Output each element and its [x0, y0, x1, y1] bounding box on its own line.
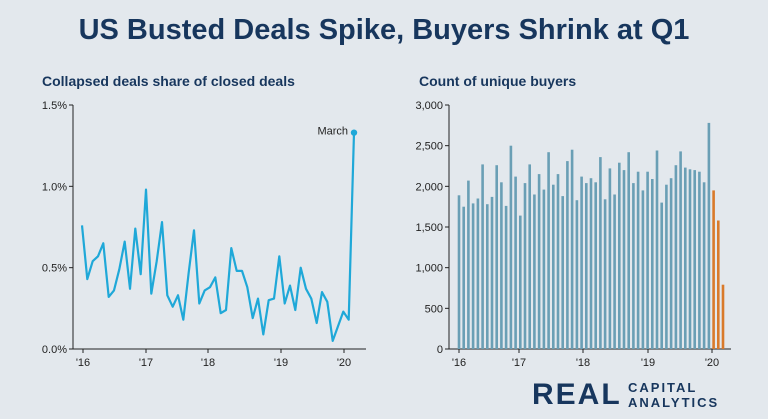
- logo-line-analytics: ANALYTICS: [628, 395, 720, 410]
- bar: [566, 161, 569, 349]
- y-tick-label: 0.5%: [42, 263, 67, 275]
- x-tick-label: '20: [705, 357, 719, 369]
- x-tick-label: '17: [139, 357, 153, 369]
- bar: [589, 178, 593, 349]
- x-tick-label: '19: [274, 357, 288, 369]
- bar: [651, 179, 654, 349]
- bar: [641, 190, 645, 349]
- x-tick-label: '17: [512, 357, 526, 369]
- bar: [481, 164, 484, 349]
- bar: [533, 194, 536, 349]
- y-tick-label: 1.0%: [42, 181, 67, 193]
- bar: [561, 196, 564, 349]
- bar: [467, 180, 470, 349]
- bar: [622, 170, 626, 349]
- y-tick-label: 2,500: [415, 141, 443, 153]
- y-tick-label: 0: [437, 344, 443, 356]
- bar: [490, 196, 494, 349]
- bar: [660, 202, 663, 349]
- bar: [542, 189, 546, 349]
- x-tick-label: '19: [641, 357, 655, 369]
- x-tick-label: '16: [76, 357, 90, 369]
- bar: [462, 206, 465, 349]
- bar: [519, 215, 522, 349]
- bar: [632, 183, 635, 349]
- bar: [646, 171, 649, 349]
- y-tick-label: 3,000: [415, 100, 443, 112]
- bar: [627, 152, 630, 349]
- bar: [665, 184, 668, 349]
- march-annotation: March: [317, 126, 348, 138]
- x-tick-label: '18: [576, 357, 590, 369]
- y-tick-label: 1,500: [415, 222, 443, 234]
- bar: [585, 183, 588, 349]
- bar: [636, 171, 640, 349]
- bar: [702, 182, 706, 349]
- last-point-marker: [350, 129, 358, 136]
- bar: [679, 151, 682, 349]
- bar: [556, 174, 560, 349]
- bar: [500, 182, 503, 349]
- x-tick-label: '16: [452, 357, 466, 369]
- bar: [603, 199, 607, 349]
- bar: [476, 198, 480, 349]
- bar: [655, 150, 659, 349]
- bar: [523, 183, 527, 349]
- x-tick-label: '20: [337, 357, 351, 369]
- right-chart-subtitle: Count of unique buyers: [419, 73, 577, 89]
- bar: [674, 165, 678, 349]
- logo-line-capital: CAPITAL: [628, 380, 698, 395]
- x-tick-label: '18: [201, 357, 215, 369]
- bar: [528, 164, 531, 349]
- series-line: [80, 132, 356, 342]
- bar: [594, 182, 597, 349]
- bar: [707, 122, 711, 350]
- bar: [688, 169, 692, 349]
- bar: [717, 220, 720, 349]
- bar: [471, 203, 475, 349]
- bar: [669, 178, 673, 349]
- bar: [580, 176, 583, 349]
- chart-title: US Busted Deals Spike, Buyers Shrink at …: [78, 14, 690, 46]
- bar: [547, 152, 550, 349]
- y-tick-label: 1,000: [415, 263, 443, 275]
- bar: [552, 184, 555, 349]
- bar: [684, 167, 687, 349]
- bar: [537, 174, 541, 349]
- bar: [599, 157, 602, 349]
- bar: [457, 195, 461, 349]
- bar: [570, 149, 574, 349]
- bar: [509, 145, 513, 349]
- bar: [514, 176, 517, 349]
- logo-word: REAL: [532, 378, 622, 411]
- bar: [693, 170, 696, 349]
- bar: [712, 190, 715, 349]
- left-chart-subtitle: Collapsed deals share of closed deals: [42, 73, 295, 89]
- bar: [608, 168, 612, 349]
- y-tick-label: 2,000: [415, 181, 443, 193]
- y-tick-label: 0.0%: [42, 344, 67, 356]
- y-tick-label: 1.5%: [42, 100, 67, 112]
- bar: [575, 200, 579, 349]
- bar: [698, 171, 701, 349]
- bar: [721, 284, 725, 349]
- bar: [613, 194, 616, 349]
- bar: [618, 162, 621, 349]
- bar: [486, 204, 489, 349]
- y-tick-label: 500: [425, 303, 443, 315]
- bar: [495, 165, 498, 349]
- bar: [504, 205, 508, 349]
